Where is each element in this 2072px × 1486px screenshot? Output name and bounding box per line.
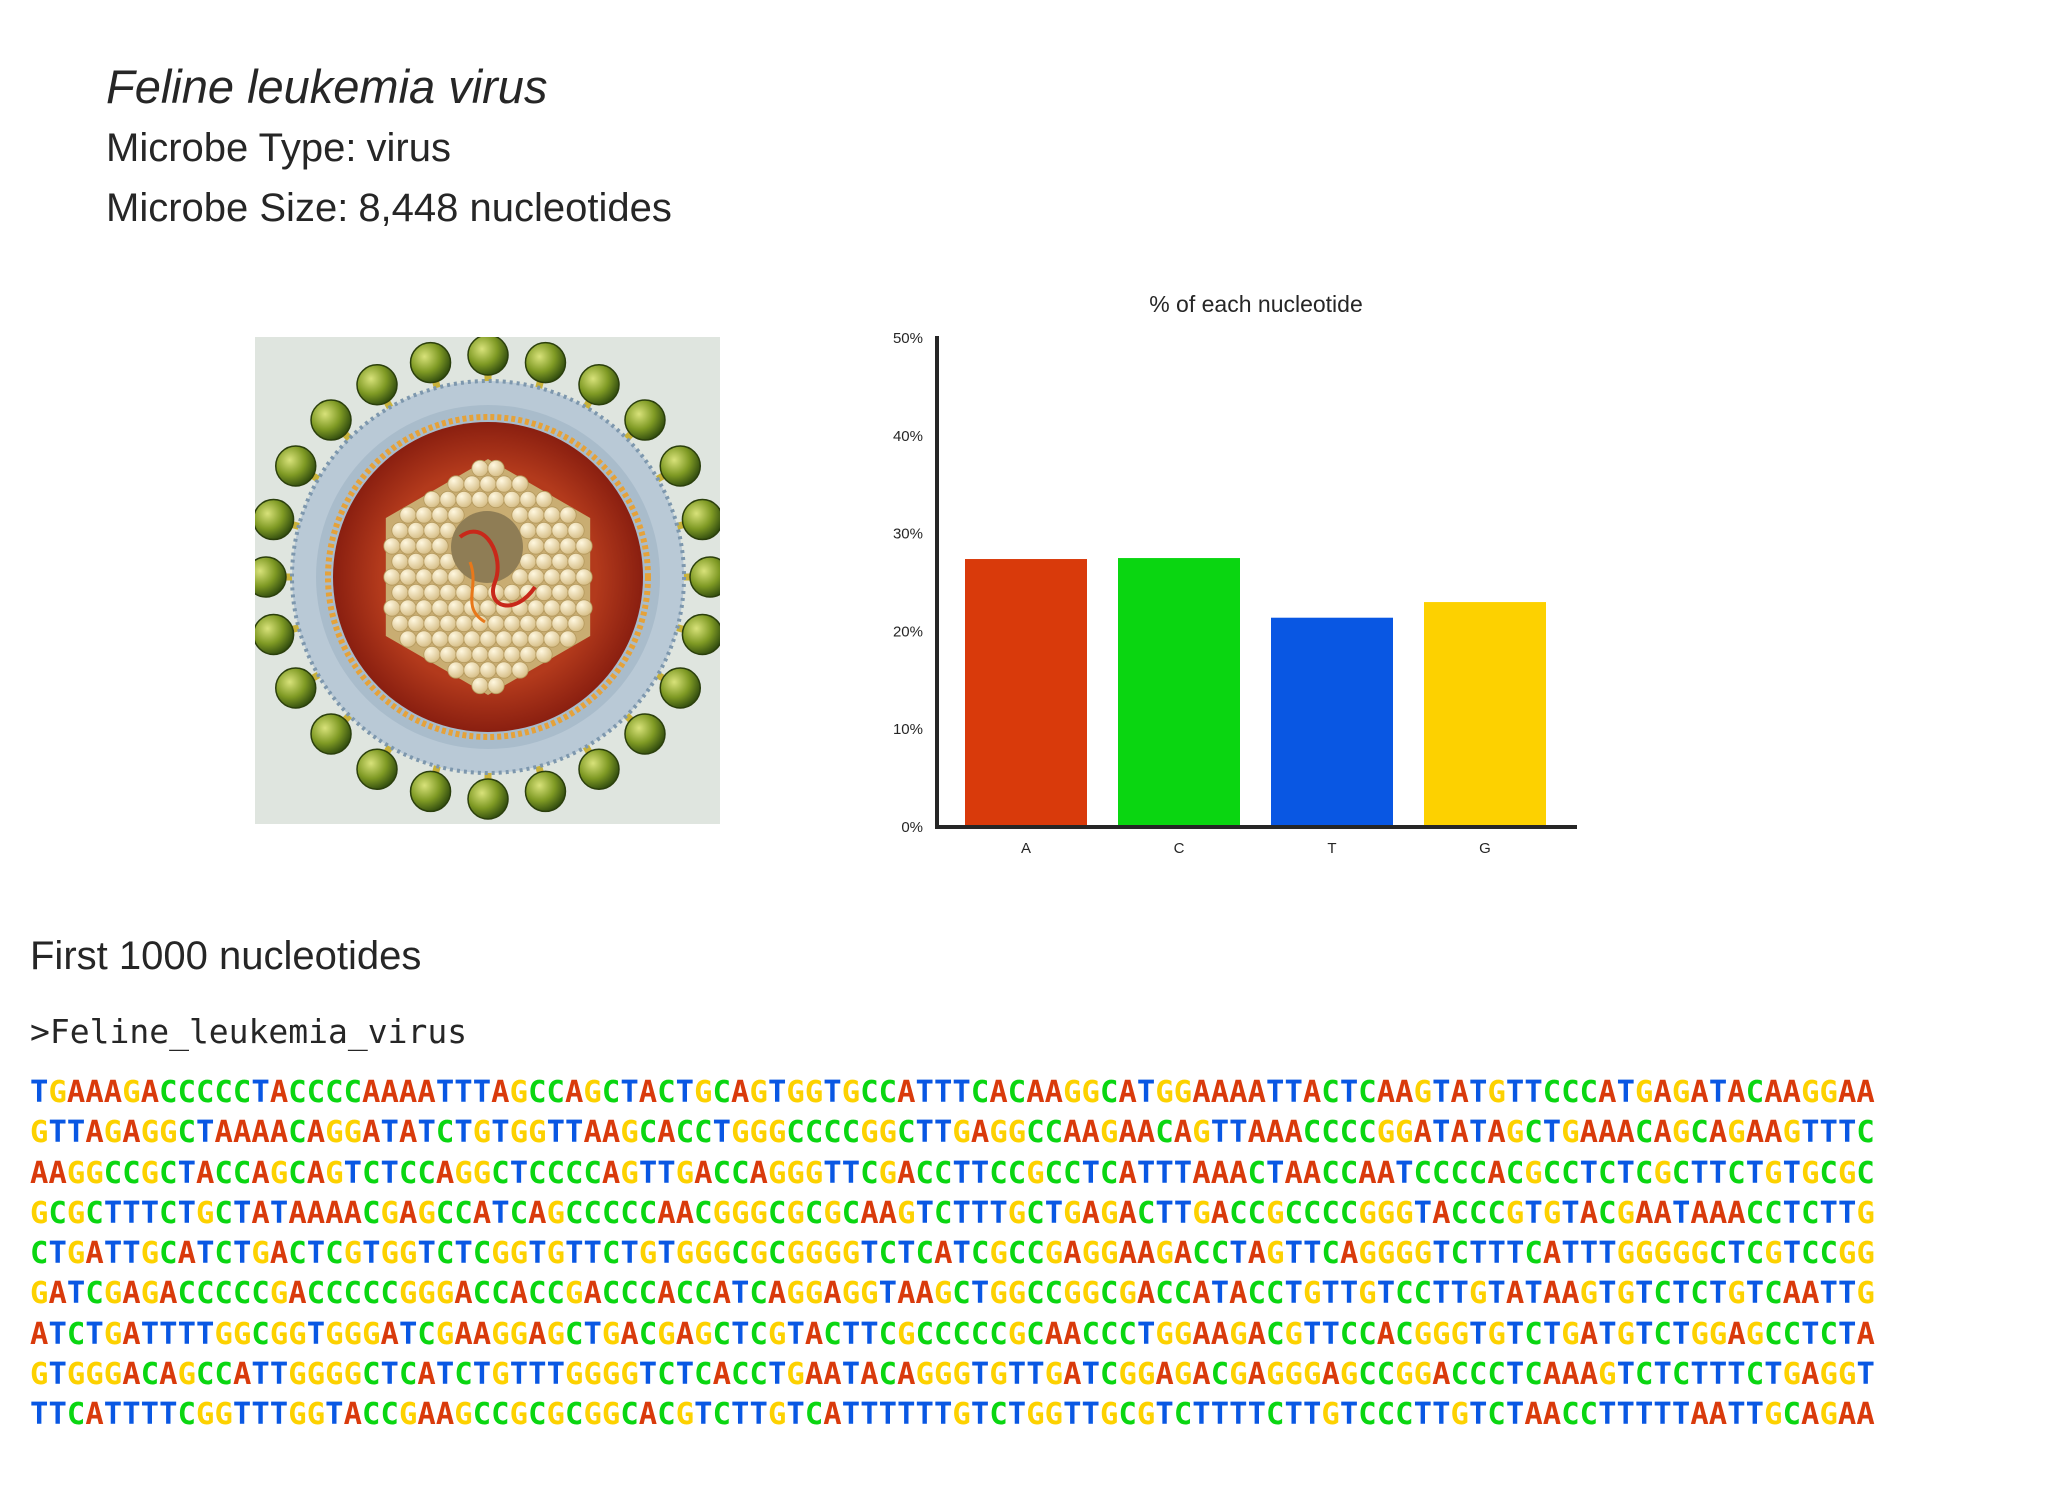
nucleotide-bar-chart: % of each nucleotide 0% 10% 20% 30% 40% 50% A… bbox=[893, 291, 1577, 857]
sequence-line: GCGCTTTCTGCTATAAAACGAGCCATCAGCCCCCAACGGG… bbox=[30, 1195, 1875, 1231]
y-tick-label: 0% bbox=[901, 819, 923, 836]
capsid bbox=[383, 459, 593, 695]
bar-C bbox=[1118, 558, 1240, 827]
y-tick-label: 10% bbox=[893, 721, 923, 738]
sequence-line: CTGATTGCATCTGACTCGTGGTCTCGGTGTTCTGTGGGCG… bbox=[30, 1236, 1875, 1272]
bars bbox=[965, 558, 1546, 827]
sequence-line: GTTAGAGGCTAAAACAGGATATCTGTGGTTAAGCACCTGG… bbox=[30, 1115, 1875, 1151]
sequence-heading: First 1000 nucleotides bbox=[30, 934, 422, 978]
organism-name: Feline leukemia virus bbox=[106, 60, 548, 113]
envelope-spikes bbox=[255, 337, 720, 820]
x-tick-label: T bbox=[1327, 840, 1336, 857]
microbe-size-value: 8,448 nucleotides bbox=[358, 186, 672, 230]
sequence-line: TTCATTTTCGGTTTGGTACCGAAGCCGCGCGGCACGTCTT… bbox=[30, 1397, 1875, 1433]
microbe-type-label: Microbe Type: bbox=[106, 126, 357, 170]
chart-title: % of each nucleotide bbox=[1149, 291, 1363, 317]
y-tick-label: 50% bbox=[893, 330, 923, 347]
x-tick-label: G bbox=[1479, 840, 1491, 857]
bar-T bbox=[1271, 617, 1393, 827]
x-tick-label: A bbox=[1021, 840, 1031, 857]
sequence-line: GTGGGACAGCCATTGGGGCTCATCTGTTTGGGGTCTCACC… bbox=[30, 1357, 1875, 1393]
virus-illustration bbox=[255, 337, 720, 824]
x-tick-label: C bbox=[1174, 840, 1185, 857]
sequence-line: ATCTGATTTTGGCGGTGGGATCGAAGGAGCTGACGAGCTC… bbox=[30, 1316, 1875, 1352]
fasta-header: >Feline_leukemia_virus bbox=[30, 1012, 468, 1051]
microbe-type: Microbe Type: virus bbox=[106, 120, 451, 176]
sequence-line: TGAAAGACCCCCTACCCCAAAATTTAGCCAGCTACTGCAG… bbox=[30, 1075, 1875, 1110]
microbe-size-label: Microbe Size: bbox=[106, 186, 349, 230]
sequence-line: GATCGAGACCCCCGACCCCCGGGACCACCGACCCACCATC… bbox=[30, 1276, 1875, 1312]
y-tick-label: 30% bbox=[893, 526, 923, 543]
microbe-size: Microbe Size: 8,448 nucleotides bbox=[106, 180, 672, 236]
microbe-type-value: virus bbox=[366, 126, 451, 170]
sequence-line: AAGGCCGCTACCAGCAGTCTCCAGGCTCCCCAGTTGACCA… bbox=[30, 1155, 1875, 1191]
bar-G bbox=[1424, 602, 1546, 827]
nucleotide-sequence: TGAAAGACCCCCTACCCCAAAATTTAGCCAGCTACTGCAG… bbox=[30, 1073, 2060, 1436]
bar-A bbox=[965, 559, 1087, 827]
y-tick-label: 20% bbox=[893, 623, 923, 640]
y-tick-label: 40% bbox=[893, 428, 923, 445]
y-axis-ticks: 0% 10% 20% 30% 40% 50% bbox=[893, 330, 923, 836]
